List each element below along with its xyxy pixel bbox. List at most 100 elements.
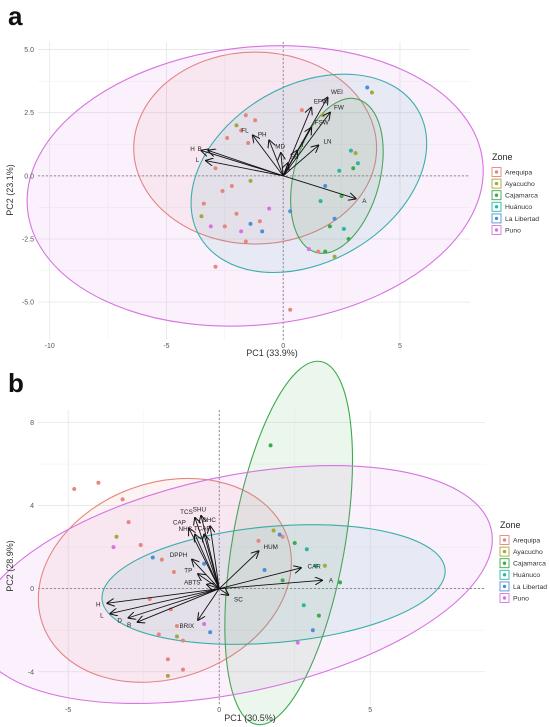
data-point — [295, 640, 300, 645]
data-point — [180, 667, 185, 672]
data-point — [280, 578, 285, 583]
loading-label: TP — [184, 568, 192, 575]
loading-label: DPPH — [170, 552, 188, 559]
data-point — [150, 555, 155, 560]
data-point — [288, 209, 293, 214]
data-point — [351, 166, 356, 171]
confidence-ellipse-arequipa — [37, 477, 292, 683]
legend-label: Puno — [505, 227, 521, 234]
loading-arrow — [253, 135, 284, 177]
loading-arrow — [138, 588, 220, 622]
data-point — [353, 151, 358, 156]
loading-label: MD — [275, 144, 285, 151]
legend-key — [491, 178, 502, 189]
data-point — [234, 123, 239, 128]
y-axis-title: PC2 (28.9%) — [5, 540, 15, 592]
loading-label: NHC — [179, 526, 193, 533]
data-point — [271, 528, 276, 533]
data-point — [202, 561, 207, 566]
y-tick-label: -2.5 — [22, 236, 34, 243]
loading-arrow — [219, 580, 322, 590]
data-point — [220, 189, 225, 193]
data-point — [165, 673, 170, 678]
y-tick-label: 2.5 — [24, 110, 34, 117]
legend-key-dot — [502, 584, 507, 589]
data-point — [239, 229, 244, 234]
data-point — [171, 570, 176, 575]
legend-label: La Libertad — [513, 584, 547, 591]
data-point — [202, 621, 207, 626]
data-point — [306, 247, 311, 252]
legend-key-dot — [494, 205, 499, 209]
data-point — [332, 216, 337, 221]
data-point — [316, 249, 321, 254]
loading-label: PH — [258, 131, 267, 138]
data-point — [318, 199, 323, 204]
loading-label: FSW — [315, 119, 329, 126]
data-point — [174, 634, 179, 639]
legend-label: Puno — [513, 595, 529, 602]
data-point — [292, 540, 297, 545]
legend: Zone Arequipa Ayacucho Cajamarca Huánuco La … — [491, 152, 539, 235]
data-point — [369, 90, 374, 95]
data-point — [260, 229, 265, 234]
data-point — [174, 624, 179, 629]
loading-label: EFW — [314, 99, 328, 106]
loading-arrow — [218, 589, 228, 595]
data-point — [267, 206, 272, 211]
legend-title: Zone — [500, 520, 521, 530]
data-point — [111, 545, 116, 550]
legend-label: Arequipa — [505, 169, 532, 176]
data-point — [320, 113, 325, 118]
legend-label: Ayacucho — [513, 549, 543, 556]
loading-label: FL — [241, 127, 249, 134]
data-point — [229, 183, 234, 188]
data-point — [234, 211, 239, 216]
data-point — [337, 168, 342, 173]
legend-key-dot — [502, 573, 507, 577]
loading-arrow — [195, 535, 220, 589]
legend-label: Cajamarca — [505, 193, 538, 200]
legend-title: Zone — [492, 152, 513, 162]
data-point — [126, 520, 131, 525]
data-point — [288, 307, 293, 312]
loading-label: HUM — [264, 544, 278, 551]
data-point — [322, 563, 327, 568]
confidence-ellipse-arequipa — [133, 51, 378, 245]
data-point — [316, 613, 321, 618]
data-point — [304, 547, 309, 552]
loading-arrow — [110, 588, 220, 614]
data-point — [208, 224, 213, 229]
data-point — [262, 567, 267, 572]
data-point — [201, 201, 206, 206]
y-tick-label: 0 — [30, 586, 34, 593]
data-point — [248, 178, 253, 183]
data-point — [243, 113, 248, 118]
data-point — [338, 580, 343, 585]
panel-label: b — [8, 368, 24, 398]
data-point — [253, 118, 258, 123]
loading-label: A — [329, 577, 334, 584]
data-point — [310, 628, 315, 633]
data-point — [159, 557, 164, 562]
loading-arrow — [282, 151, 297, 177]
data-point — [225, 135, 230, 140]
legend-key — [491, 201, 502, 212]
data-point — [120, 497, 125, 502]
legend-key-dot — [494, 216, 499, 221]
data-point — [268, 443, 273, 448]
data-point — [96, 480, 101, 485]
loading-label: L — [100, 613, 104, 620]
loading-label: H — [96, 602, 101, 609]
y-tick-label: 4 — [30, 503, 34, 510]
loading-arrow — [195, 518, 220, 589]
data-point — [248, 221, 253, 226]
data-point — [72, 486, 77, 491]
legend-key-dot — [502, 549, 507, 554]
x-axis-title: PC1 (33.9%) — [246, 348, 298, 358]
x-tick-label: 0 — [217, 707, 221, 714]
loading-label: ABTS — [184, 580, 200, 587]
